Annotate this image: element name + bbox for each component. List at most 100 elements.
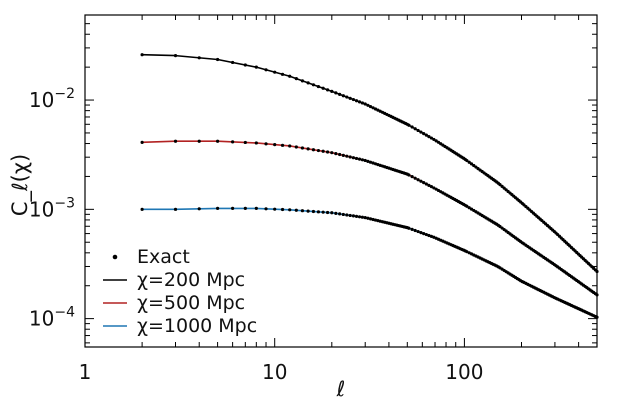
exact-point bbox=[231, 60, 235, 65]
exact-point bbox=[422, 231, 426, 236]
exact-point bbox=[413, 176, 417, 180]
tick-marks bbox=[84, 14, 598, 347]
exact-point bbox=[407, 173, 411, 177]
exact-point bbox=[416, 229, 420, 234]
exact-point bbox=[273, 143, 277, 147]
x-tick-label: 1 bbox=[79, 360, 92, 384]
exact-point bbox=[469, 162, 474, 166]
exact-point bbox=[338, 92, 342, 96]
exact-point bbox=[264, 68, 268, 72]
exact-point bbox=[373, 218, 378, 222]
exact-point bbox=[422, 132, 426, 136]
exact-point bbox=[467, 206, 471, 210]
legend-series-1-label: χ=500 Mpc bbox=[137, 292, 245, 314]
exact-point bbox=[321, 86, 325, 90]
exact-point bbox=[368, 217, 373, 221]
exact-point bbox=[338, 212, 342, 216]
exact-point bbox=[341, 153, 345, 157]
exact-point bbox=[173, 54, 178, 58]
exact-point bbox=[300, 146, 305, 150]
exact-point bbox=[407, 226, 411, 230]
exact-points-1 bbox=[140, 139, 599, 297]
exact-point bbox=[357, 100, 362, 104]
exact-point bbox=[254, 141, 258, 145]
plot-frame bbox=[84, 14, 598, 348]
exact-point bbox=[334, 91, 338, 95]
exact-point bbox=[348, 155, 352, 159]
exact-point bbox=[306, 147, 310, 151]
exact-point bbox=[341, 94, 345, 98]
y-axis-label: C_ℓ(χ) bbox=[8, 154, 33, 216]
exact-point bbox=[140, 140, 144, 144]
exact-point bbox=[357, 157, 362, 161]
exact-point bbox=[498, 183, 502, 187]
exact-point bbox=[243, 206, 247, 210]
exact-point bbox=[465, 204, 469, 208]
exact-point bbox=[360, 158, 365, 162]
exact-point bbox=[422, 181, 426, 185]
exact-point bbox=[264, 142, 268, 146]
exact-point bbox=[360, 215, 365, 219]
exact-point bbox=[330, 211, 334, 215]
series-layer bbox=[140, 53, 599, 319]
exact-point bbox=[294, 77, 298, 81]
exact-point bbox=[311, 148, 316, 152]
exact-point bbox=[595, 269, 599, 274]
exact-point bbox=[197, 56, 201, 60]
exact-point bbox=[306, 81, 310, 85]
x-tick-labels: 1 10 100 bbox=[79, 360, 484, 384]
exact-point bbox=[419, 230, 423, 235]
exact-point bbox=[410, 227, 414, 231]
exact-point bbox=[354, 99, 359, 103]
exact-point bbox=[254, 206, 258, 210]
exact-points-0 bbox=[140, 53, 599, 274]
exact-points-2 bbox=[140, 206, 599, 319]
exact-point bbox=[140, 53, 144, 57]
exact-point bbox=[595, 315, 599, 319]
exact-point bbox=[419, 179, 423, 183]
exact-point bbox=[280, 207, 285, 212]
exact-point bbox=[330, 151, 334, 155]
exact-point bbox=[348, 96, 352, 100]
exact-point bbox=[351, 156, 356, 160]
exact-point bbox=[432, 186, 436, 190]
exact-point bbox=[429, 136, 434, 140]
x-axis-label: ℓ bbox=[336, 377, 346, 401]
exact-point bbox=[427, 135, 431, 139]
exact-point bbox=[197, 207, 201, 211]
exact-point bbox=[345, 213, 349, 217]
exact-point bbox=[413, 127, 417, 131]
exact-point bbox=[341, 212, 345, 217]
exact-point bbox=[371, 106, 375, 110]
exact-point bbox=[410, 125, 414, 129]
exact-point bbox=[368, 160, 373, 164]
exact-point bbox=[363, 158, 367, 163]
exact-point bbox=[424, 133, 428, 137]
exact-point bbox=[321, 210, 325, 214]
exact-point bbox=[432, 137, 436, 142]
exact-point bbox=[363, 216, 367, 220]
legend-exact-marker bbox=[112, 254, 118, 260]
exact-point bbox=[280, 72, 285, 76]
exact-point bbox=[366, 216, 370, 220]
exact-point bbox=[368, 104, 373, 109]
exact-point bbox=[371, 217, 375, 222]
exact-point bbox=[264, 207, 268, 211]
exact-point bbox=[345, 154, 349, 158]
exact-point bbox=[273, 70, 277, 74]
exact-point bbox=[330, 89, 334, 93]
legend-exact-label: Exact bbox=[137, 246, 190, 268]
exact-point bbox=[351, 214, 356, 218]
y-tick-label: 10−4 bbox=[29, 305, 75, 331]
exact-point bbox=[243, 63, 247, 67]
x-tick-label: 10 bbox=[262, 360, 287, 384]
exact-point bbox=[311, 209, 316, 214]
exact-point bbox=[280, 143, 285, 147]
exact-point bbox=[316, 148, 321, 153]
exact-point bbox=[413, 228, 417, 233]
exact-point bbox=[294, 208, 298, 212]
exact-point bbox=[363, 102, 367, 106]
exact-point bbox=[325, 150, 330, 154]
exact-point bbox=[416, 178, 420, 182]
